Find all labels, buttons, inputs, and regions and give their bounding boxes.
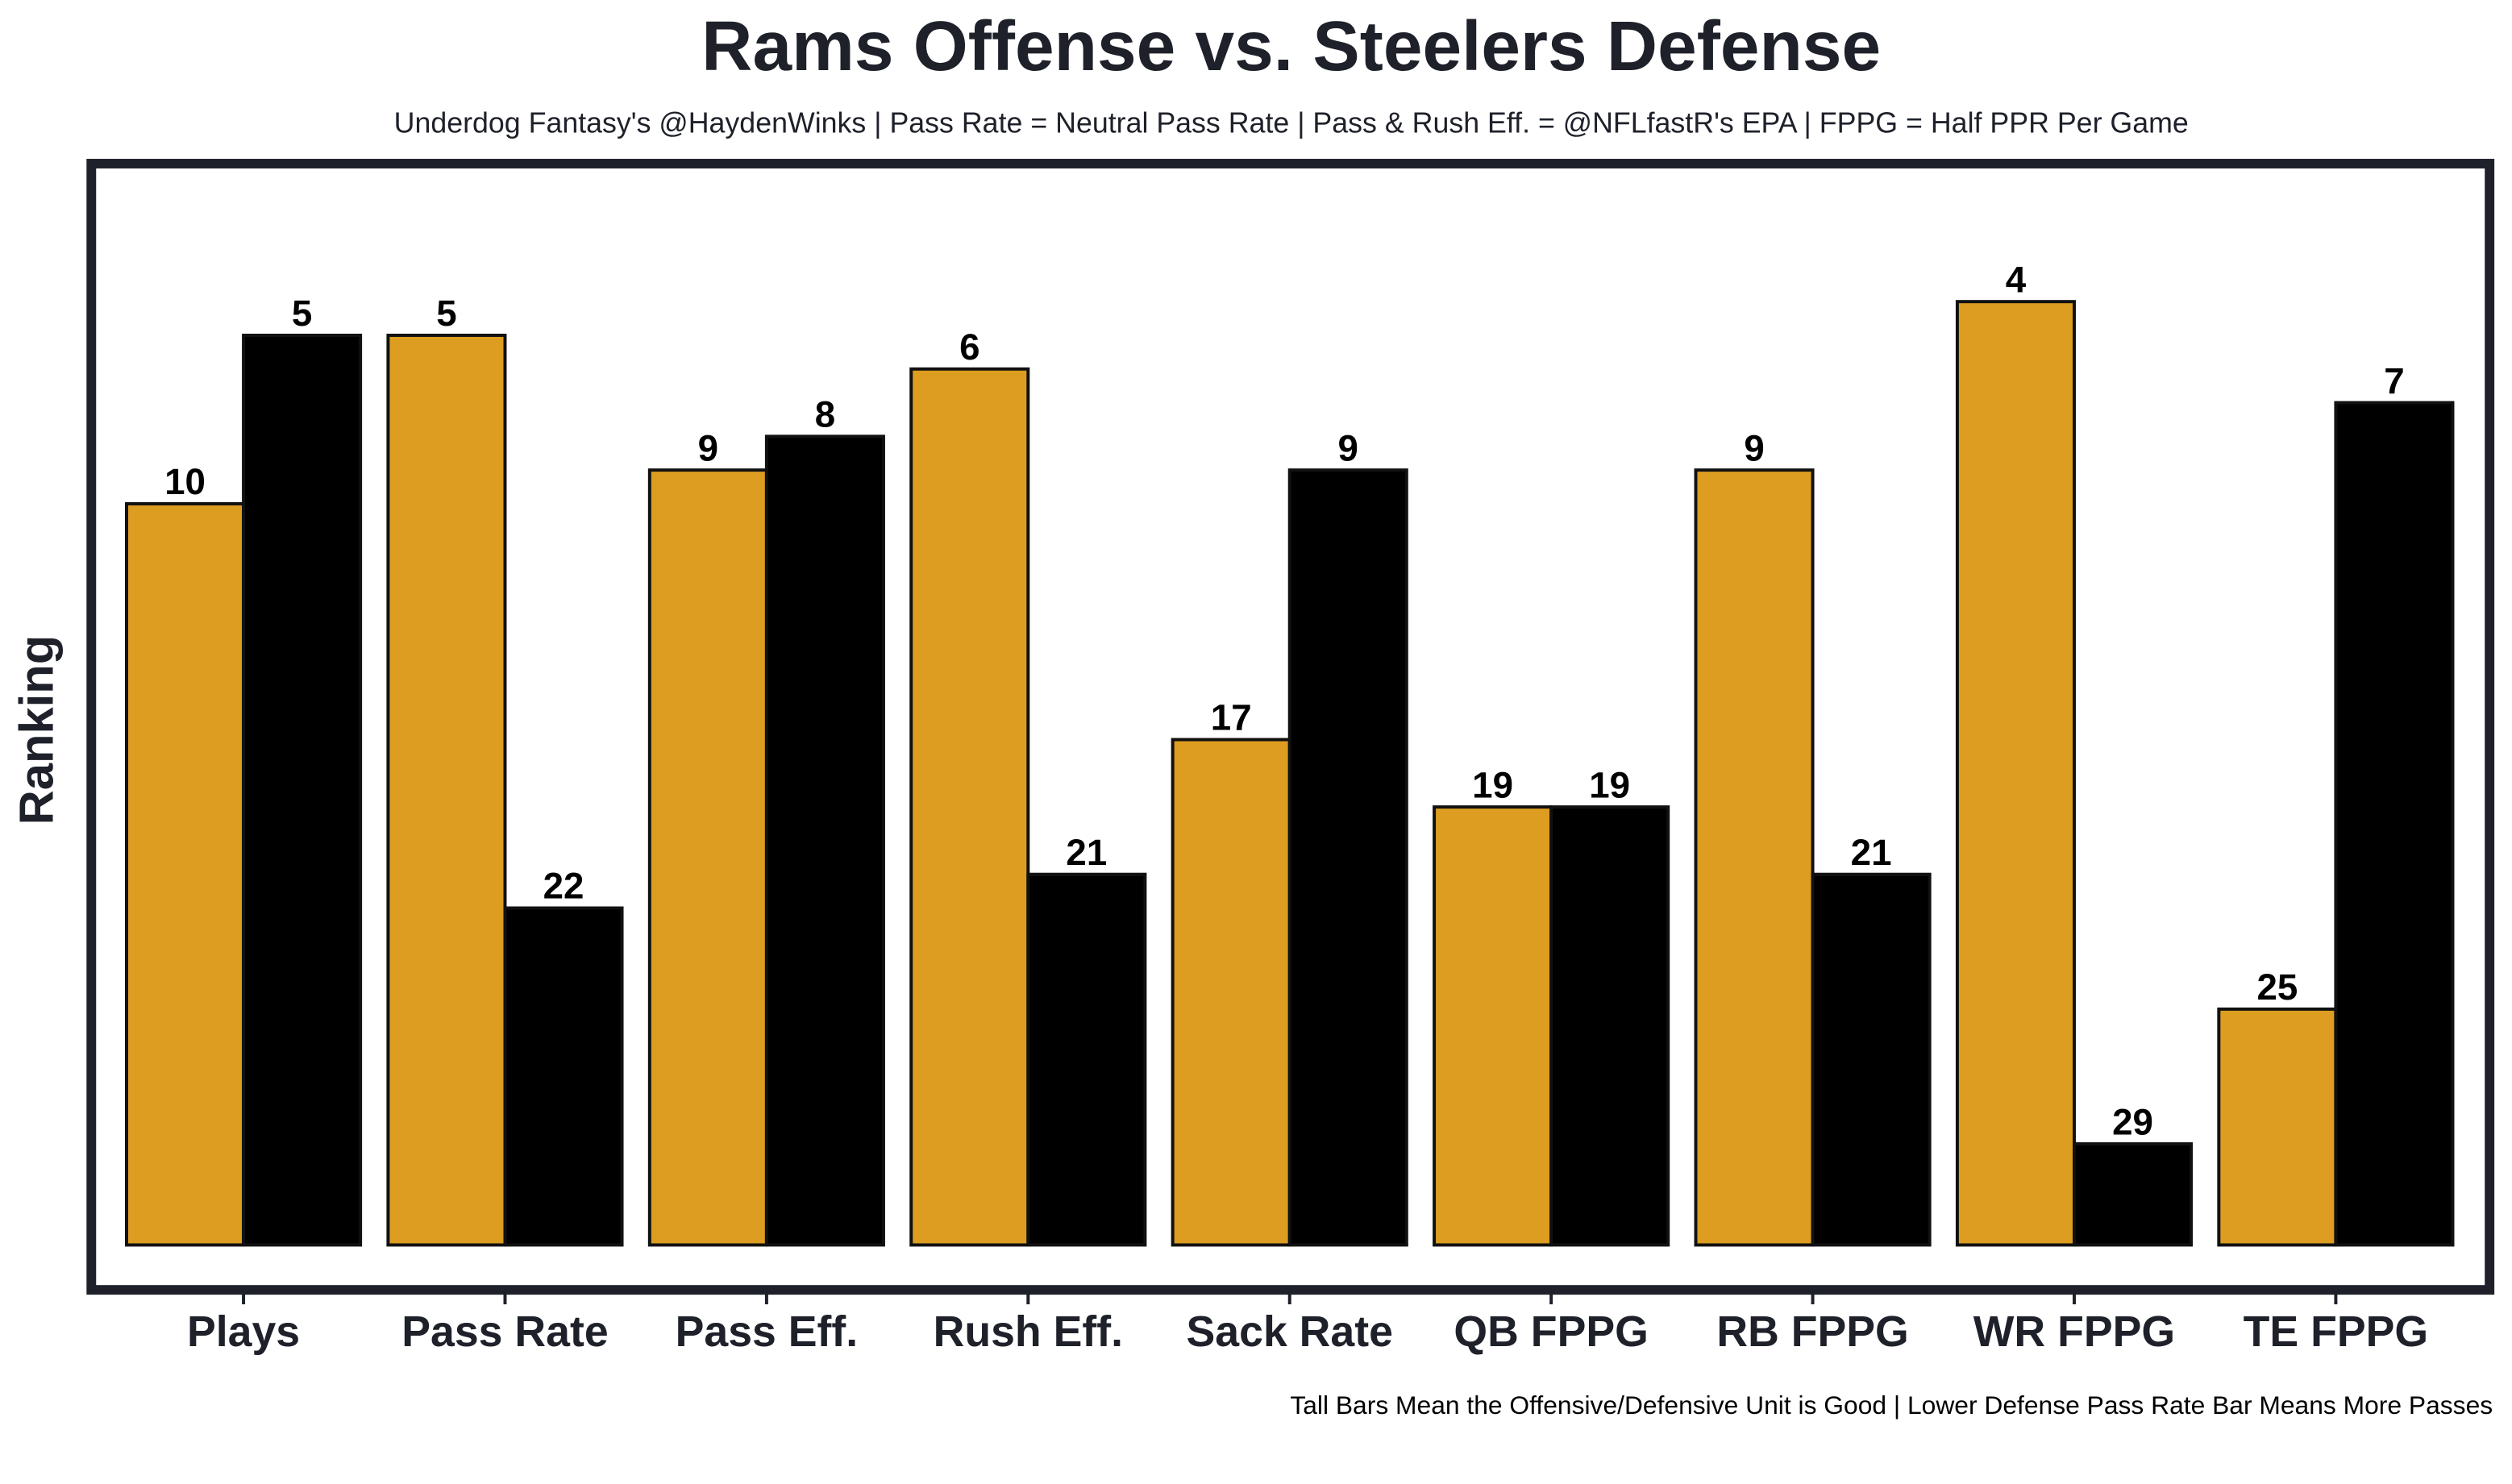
value-label: 22 (543, 866, 584, 907)
value-label: 4 (2006, 259, 2027, 300)
value-label: 6 (959, 326, 979, 368)
bar (1811, 872, 1932, 1247)
bar (1026, 872, 1147, 1247)
value-label: 5 (436, 293, 456, 334)
x-tick-label: Pass Eff. (676, 1307, 859, 1356)
bar (1433, 805, 1553, 1247)
x-tick-label: Rush Eff. (934, 1307, 1123, 1356)
value-label: 17 (1211, 697, 1252, 738)
bar (242, 333, 363, 1247)
value-label: 9 (698, 427, 718, 468)
bar (2072, 1142, 2194, 1247)
plot-area: 10 5 5 22 9 8 6 21 17 9 19 19 9 21 4 29 25 7 (125, 259, 2455, 1247)
value-label: 25 (2256, 966, 2298, 1008)
bar (764, 434, 885, 1247)
value-label: 19 (1472, 764, 1513, 805)
bar (1549, 805, 1670, 1247)
chart-title: Rams Offense vs. Steelers Defense (701, 6, 1881, 85)
bar (1955, 300, 2076, 1247)
bar (1171, 738, 1291, 1247)
x-tick-label: WR FPPG (1973, 1307, 2175, 1356)
bar (647, 468, 768, 1247)
value-label: 9 (1744, 427, 1764, 468)
value-label: 7 (2384, 360, 2404, 401)
bar (909, 367, 1030, 1247)
x-tick-label: Sack Rate (1186, 1307, 1392, 1356)
caption: Tall Bars Mean the Offensive/Defensive U… (1290, 1390, 2493, 1420)
value-label: 9 (1338, 427, 1358, 468)
value-label: 21 (1851, 832, 1892, 873)
bar (125, 501, 246, 1247)
x-tick-label: Pass Rate (401, 1307, 608, 1356)
bar (2334, 401, 2455, 1247)
bar (503, 906, 624, 1247)
value-label: 21 (1066, 832, 1107, 873)
chart-subtitle: Underdog Fantasy's @HaydenWinks | Pass R… (394, 107, 2189, 139)
value-label: 19 (1589, 764, 1630, 805)
value-label: 5 (292, 293, 312, 334)
bar (1694, 468, 1815, 1247)
x-tick-label: RB FPPG (1716, 1307, 1908, 1356)
y-axis-label: Ranking (9, 635, 63, 825)
bar (1287, 468, 1408, 1247)
x-tick-label: TE FPPG (2244, 1307, 2429, 1356)
bar (386, 333, 507, 1247)
x-tick-label: QB FPPG (1454, 1307, 1648, 1356)
value-label: 10 (164, 461, 206, 502)
plot-frame (86, 159, 2495, 1295)
x-tick-label: Plays (187, 1307, 300, 1356)
bar (2217, 1007, 2338, 1247)
value-label: 8 (815, 394, 835, 435)
value-label: 29 (2112, 1101, 2153, 1142)
